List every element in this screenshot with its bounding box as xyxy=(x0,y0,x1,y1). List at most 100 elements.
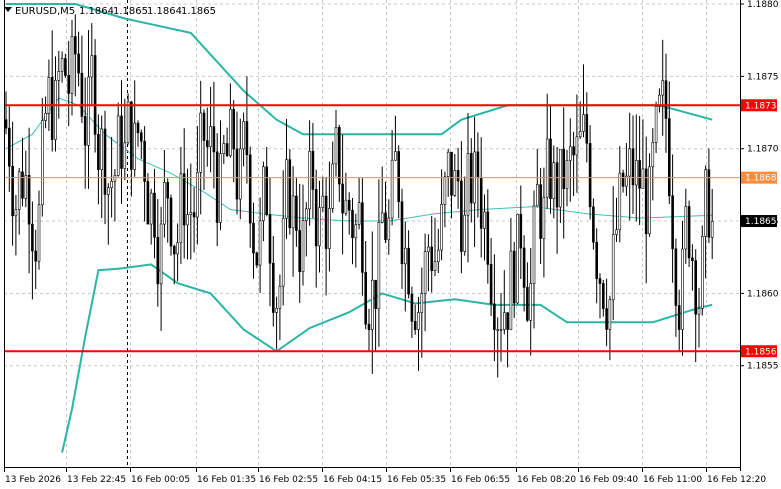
candle-body xyxy=(707,169,711,238)
candle-body xyxy=(526,287,529,321)
candle-body xyxy=(153,192,156,238)
candle-body xyxy=(377,222,381,310)
level-tag xyxy=(741,99,777,112)
candle-body xyxy=(400,201,404,264)
candle-body xyxy=(331,163,335,209)
candle-body xyxy=(545,138,549,198)
candle-body xyxy=(427,246,430,252)
candle-body xyxy=(173,245,176,255)
candle-body xyxy=(136,122,140,134)
candle-body xyxy=(641,168,645,189)
candle-body xyxy=(601,283,605,309)
candle-body xyxy=(8,127,11,167)
candle-body xyxy=(410,293,414,322)
candle-body xyxy=(628,148,632,177)
time-tick-label: 16 Feb 09:40 xyxy=(579,475,638,485)
candle-body xyxy=(298,230,302,273)
candle-body xyxy=(568,146,572,161)
candle-body xyxy=(644,168,648,235)
candle-body xyxy=(311,150,315,190)
candle-body xyxy=(529,283,533,321)
candle-body xyxy=(463,214,467,252)
candle-body xyxy=(697,307,701,315)
candle-body xyxy=(565,160,569,189)
candle-body xyxy=(318,207,321,247)
candle-body xyxy=(21,171,24,199)
dropdown-arrow-icon[interactable] xyxy=(4,7,12,12)
price-levels xyxy=(4,104,740,353)
candle-body xyxy=(40,120,44,206)
candle-body xyxy=(407,247,410,295)
candle-body xyxy=(654,106,658,143)
candle-body xyxy=(443,176,447,205)
candle-body xyxy=(466,153,470,216)
candle-body xyxy=(384,212,387,240)
candle-body xyxy=(661,80,665,96)
ohlc-close: 1.1865 xyxy=(181,6,216,17)
candle-body xyxy=(268,214,272,264)
candle-body xyxy=(684,206,688,250)
candle-body xyxy=(450,151,453,196)
candle-body xyxy=(585,114,589,144)
time-tick-label: 16 Feb 06:55 xyxy=(451,475,510,485)
candle-body xyxy=(374,279,377,310)
candles xyxy=(4,14,714,378)
candle-body xyxy=(354,224,358,239)
candle-body xyxy=(489,264,493,305)
time-tick-label: 16 Feb 05:35 xyxy=(387,475,446,485)
chart-frame xyxy=(4,0,741,471)
candle-body xyxy=(182,173,186,226)
time-tick-label: 16 Feb 12:20 xyxy=(707,475,766,485)
candle-body xyxy=(380,212,384,223)
candle-body xyxy=(361,202,364,273)
candle-body xyxy=(509,250,513,330)
candle-body xyxy=(50,77,54,140)
candle-body xyxy=(324,195,328,249)
candle-body xyxy=(638,160,641,189)
candle-body xyxy=(301,220,305,273)
candle-body xyxy=(67,75,70,94)
candle-body xyxy=(658,94,661,107)
candle-body xyxy=(70,36,74,94)
candle-body xyxy=(578,131,582,138)
candle-body xyxy=(248,154,252,224)
candle-body xyxy=(258,220,262,266)
candle-body xyxy=(107,187,110,195)
candle-body xyxy=(47,77,51,114)
candle-body xyxy=(133,122,136,170)
candle-body xyxy=(97,134,100,170)
candle-body xyxy=(615,229,618,235)
candle-body xyxy=(710,221,714,238)
candle-body xyxy=(140,132,143,142)
candle-body xyxy=(179,173,183,243)
time-tick-label: 16 Feb 01:35 xyxy=(197,475,256,485)
candle-body xyxy=(334,127,338,165)
candle-body xyxy=(430,246,434,272)
candle-body xyxy=(440,204,443,251)
candle-body xyxy=(370,279,374,330)
candle-body xyxy=(239,148,242,200)
level-tag xyxy=(741,345,777,358)
time-tick-label: 16 Feb 02:55 xyxy=(259,475,318,485)
candle-body xyxy=(80,72,84,117)
ohlc-low: 1.1864 xyxy=(147,6,182,17)
candle-body xyxy=(100,128,103,171)
price-tick-label: 1.1870 xyxy=(747,145,779,155)
candle-body xyxy=(64,58,67,76)
candle-body xyxy=(206,140,209,148)
candle-body xyxy=(163,182,166,225)
candle-body xyxy=(116,115,120,176)
candle-body xyxy=(314,189,318,247)
candle-body xyxy=(687,206,691,259)
candle-body xyxy=(288,159,292,229)
candle-body xyxy=(235,148,239,200)
candle-body xyxy=(14,209,18,217)
candle-body xyxy=(357,202,361,225)
candle-body xyxy=(671,195,674,250)
candle-body xyxy=(364,272,368,325)
candle-body xyxy=(321,195,325,208)
candle-body xyxy=(242,121,245,150)
candle-body xyxy=(37,204,41,262)
candle-body xyxy=(598,278,602,284)
candle-body xyxy=(192,212,196,218)
